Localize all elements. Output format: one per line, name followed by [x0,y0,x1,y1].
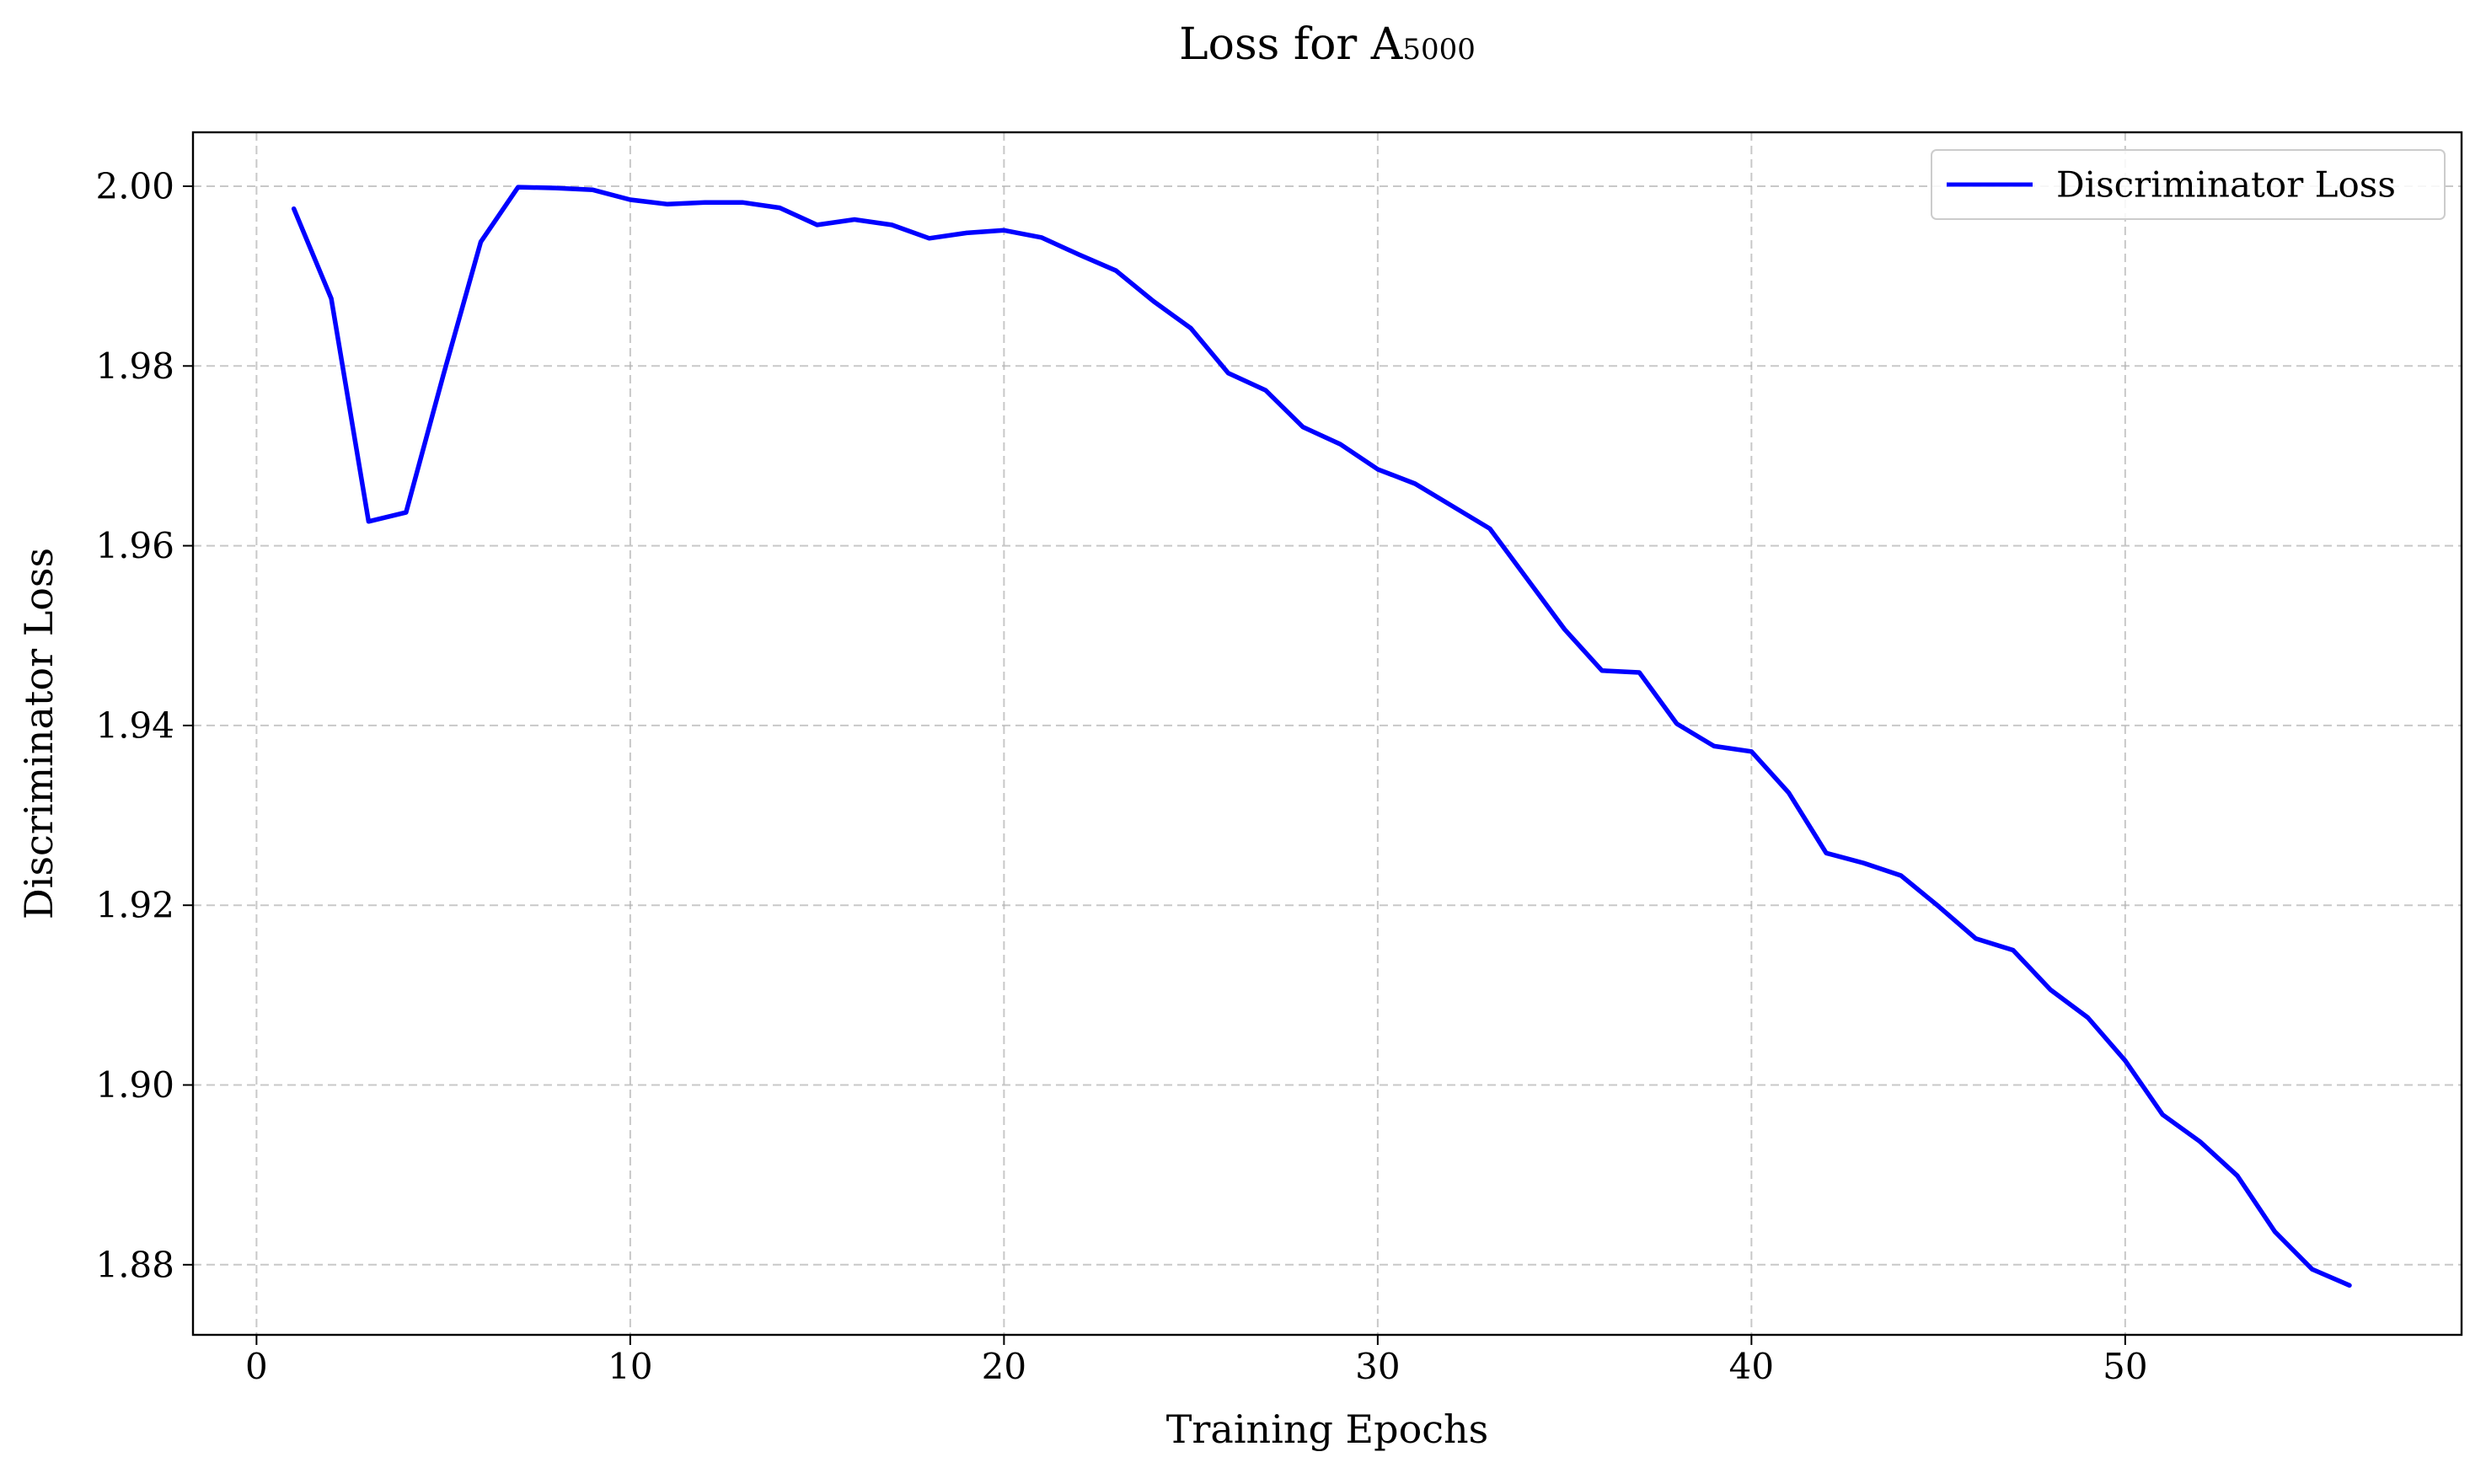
y-tick-label: 1.94 [95,704,174,746]
y-tick-label: 2.00 [95,165,174,206]
x-tick-label: 0 [245,1346,268,1387]
y-axis-label: Discriminator Loss [16,548,62,919]
chart-title-subscript: 5000 [1402,33,1476,67]
chart-title-main: Loss for A [1179,19,1404,70]
x-axis-label: Training Epochs [1166,1406,1489,1452]
x-tick-label: 30 [1355,1346,1400,1387]
series-line-discriminator-loss [291,185,2352,1288]
x-tick-label: 50 [2103,1346,2147,1387]
legend-label: Discriminator Loss [2056,164,2396,206]
chart-title: Loss for A5000 [1179,19,1476,70]
plot-frame [191,131,2463,1337]
y-tick-label: 1.96 [95,525,174,566]
ticks-layer: 0 10 20 30 40 50 1.88 1.90 1.92 1.94 1.96 1.98 2.00 [95,165,2147,1387]
y-tick-label: 1.88 [95,1244,174,1285]
legend-box [1931,149,2446,220]
x-tick-label: 20 [982,1346,1026,1387]
y-tick-label: 1.92 [95,885,174,926]
x-tick-label: 10 [608,1346,652,1387]
y-tick-label: 1.98 [95,346,174,387]
y-tick-label: 1.90 [95,1064,174,1106]
legend: Discriminator Loss [1931,149,2446,220]
series-layer [291,185,2352,1288]
x-tick-label: 40 [1729,1346,1774,1387]
grid-layer [193,132,2462,1335]
